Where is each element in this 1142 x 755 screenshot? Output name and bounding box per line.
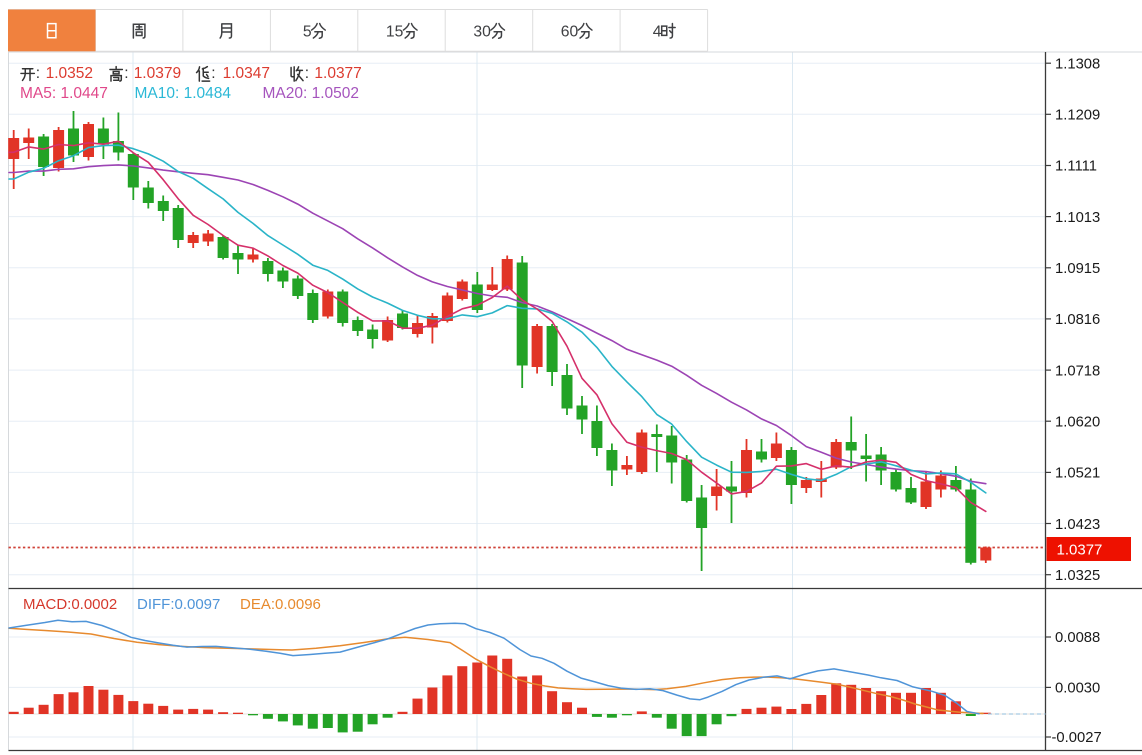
svg-text:MA5: 1.0447: MA5: 1.0447: [20, 85, 108, 102]
svg-text:1.0915: 1.0915: [1055, 261, 1100, 277]
svg-text:1.1111: 1.1111: [1055, 159, 1097, 175]
svg-text:1.0325: 1.0325: [1055, 568, 1100, 584]
svg-text:1.0620: 1.0620: [1055, 414, 1100, 430]
svg-text:1.0379: 1.0379: [134, 65, 181, 82]
svg-text:4: 4: [653, 24, 662, 41]
svg-text:MA10: 1.0484: MA10: 1.0484: [135, 85, 232, 102]
svg-text:1.0816: 1.0816: [1055, 312, 1100, 328]
svg-text::: :: [305, 65, 309, 82]
svg-text:1.0377: 1.0377: [314, 65, 361, 82]
svg-text:-0.0027: -0.0027: [1052, 730, 1102, 746]
svg-text:MACD:0.0002: MACD:0.0002: [23, 596, 117, 613]
svg-text:30: 30: [473, 24, 491, 41]
svg-text:1.0521: 1.0521: [1055, 466, 1100, 482]
svg-text:15: 15: [386, 24, 404, 41]
svg-text:DIFF:0.0097: DIFF:0.0097: [137, 596, 220, 613]
svg-text:5: 5: [303, 24, 312, 41]
svg-text::: :: [36, 65, 40, 82]
svg-text:60: 60: [561, 24, 579, 41]
svg-text:1.0718: 1.0718: [1055, 363, 1100, 379]
svg-text::: :: [124, 65, 128, 82]
svg-text:MA20: 1.0502: MA20: 1.0502: [263, 85, 360, 102]
svg-text:1.0347: 1.0347: [223, 65, 270, 82]
svg-text:1.0377: 1.0377: [1057, 541, 1103, 558]
svg-text:1.1308: 1.1308: [1055, 56, 1100, 72]
svg-text:1.1209: 1.1209: [1055, 108, 1100, 124]
svg-text:0.0030: 0.0030: [1055, 681, 1100, 697]
svg-text:1.1013: 1.1013: [1055, 210, 1100, 226]
svg-text:DEA:0.0096: DEA:0.0096: [240, 596, 321, 613]
svg-text:1.0352: 1.0352: [46, 65, 93, 82]
svg-text:0.0088: 0.0088: [1055, 630, 1100, 646]
svg-text::: :: [211, 65, 215, 82]
svg-text:1.0423: 1.0423: [1055, 517, 1100, 533]
